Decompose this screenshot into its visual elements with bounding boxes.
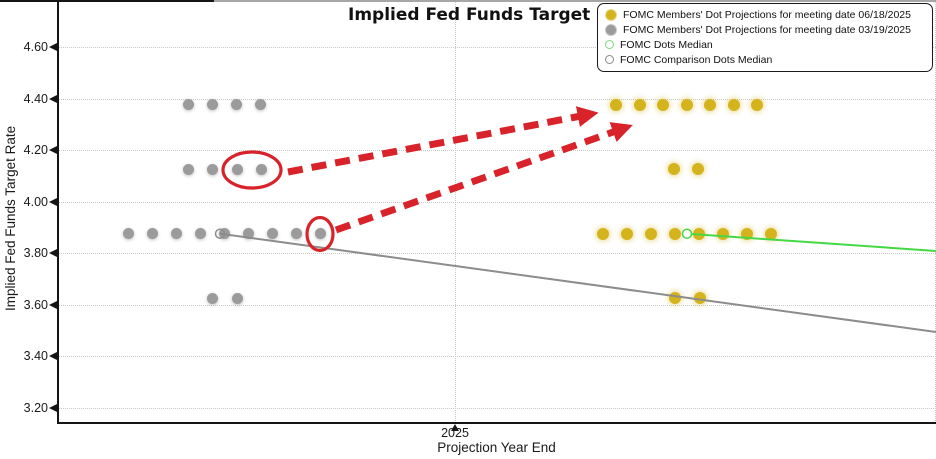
dot-projection [741,227,753,240]
top-border-right [214,0,936,2]
dot-projection [657,98,669,111]
y-tick-label: 3.40 [23,349,48,363]
dot-projection [146,228,158,240]
dot-projection [645,227,657,240]
dot-projection [717,227,729,240]
y-axis-label: Implied Fed Funds Target Rate [3,125,18,311]
dot-projection [668,163,680,176]
dot-projection [693,227,705,240]
y-tick-label: 4.40 [23,91,48,106]
gridline-horizontal [58,201,936,203]
gridline-horizontal [58,98,936,100]
legend-item-comparison-median[interactable]: FOMC Comparison Dots Median [605,54,925,66]
dot-projection [218,228,230,240]
dot-projection [765,227,777,240]
y-tick-label: 3.80 [23,246,48,260]
dot-projection [242,228,254,240]
legend-item-june-dots[interactable]: FOMC Members' Dot Projections for meetin… [605,9,925,22]
dot-projection [230,99,242,111]
gray-dot-icon [605,24,617,37]
dot-projection [621,227,633,240]
dot-projection [256,163,267,175]
dot-projection [610,98,622,111]
legend-label: FOMC Members' Dot Projections for meetin… [623,24,911,37]
dot-projection [206,292,218,304]
dot-projection [692,163,704,176]
y-tick-arrow-icon [49,300,57,309]
median-line [219,232,936,333]
y-tick-label: 3.60 [23,297,48,312]
y-tick-label: 3.20 [23,400,48,415]
gridline-horizontal [58,407,936,409]
legend-label: FOMC Comparison Dots Median [620,53,773,66]
legend-item-dots-median[interactable]: FOMC Dots Median [605,39,925,51]
dot-projection [206,99,218,111]
dot-projection [254,99,266,111]
gridline-vertical [455,2,456,423]
y-tick-label: 4.00 [23,194,48,209]
gridline-horizontal [58,304,936,306]
dot-projection [680,98,693,111]
gridline-horizontal [58,253,936,254]
dot-projection [727,98,740,111]
dot-projection [290,228,302,240]
gridline-horizontal [58,47,936,48]
annotation-arrow [334,122,633,234]
dot-projection [170,228,182,240]
dot-projection [633,98,646,111]
y-axis-line [57,0,59,423]
dot-projection [194,228,206,240]
dot-projection [704,98,716,111]
y-tick-arrow-icon [49,403,57,412]
y-tick-arrow-icon [49,249,57,257]
gridline-horizontal [58,150,936,151]
dot-projection [314,228,326,240]
dot-projection [207,163,218,175]
y-tick-arrow-icon [49,94,57,103]
legend: FOMC Members' Dot Projections for meetin… [597,3,933,72]
dot-projection [751,98,763,111]
dot-projection [231,163,243,175]
median-marker-icon [681,228,693,239]
yellow-dot-icon [605,9,617,22]
dot-projection [669,227,681,240]
y-tick-label: 4.60 [23,40,48,54]
x-tick-2025: 2025 [441,426,469,440]
y-tick-arrow-icon [49,43,57,51]
dot-projection [182,163,194,175]
x-axis-line [57,422,936,424]
x-tick-arrow-icon [451,424,459,431]
dot-projection [231,292,243,304]
legend-label: FOMC Dots Median [620,38,713,51]
legend-label: FOMC Members' Dot Projections for meetin… [623,9,911,22]
dot-projection [669,292,681,305]
top-border [0,0,214,2]
dot-projection [694,292,706,305]
dot-projection [122,228,134,240]
green-open-circle-icon [605,40,614,50]
y-tick-label: 4.20 [23,143,48,157]
annotation-arrow [287,106,599,176]
chart-title: Implied Fed Funds Target Rate [348,5,641,25]
dot-projection [266,228,278,240]
dot-projection [597,227,609,240]
gridline-horizontal [58,356,936,357]
dot-projection [182,99,194,111]
gray-open-circle-icon [605,55,614,65]
y-tick-arrow-icon [49,197,57,206]
x-axis-label: Projection Year End [437,440,556,455]
legend-item-march-dots[interactable]: FOMC Members' Dot Projections for meetin… [605,24,925,37]
y-tick-arrow-icon [49,352,57,360]
y-tick-arrow-icon [49,146,57,154]
